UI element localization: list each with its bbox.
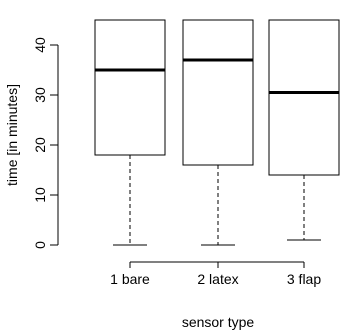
box-iqr [182,19,254,166]
y-axis: 0 10 20 30 40 [32,37,59,249]
x-axis-label: sensor type [182,314,255,330]
y-tick-label: 0 [32,241,48,249]
y-tick-label: 40 [32,37,48,53]
box-iqr [94,19,166,156]
x-tick-label: 2 latex [197,271,238,287]
boxes: 1 bare 2 latex 3 flap [94,19,340,287]
box-iqr [268,19,340,176]
box-group-2: 2 latex [182,19,254,287]
y-tick-label: 20 [32,137,48,153]
x-tick-label: 1 bare [110,271,150,287]
box-group-3: 3 flap [268,19,340,287]
y-tick-label: 30 [32,87,48,103]
x-tick-label: 3 flap [287,271,321,287]
y-tick-label: 10 [32,187,48,203]
y-axis-label: time [in minutes] [4,84,20,186]
box-group-1: 1 bare [94,19,166,287]
